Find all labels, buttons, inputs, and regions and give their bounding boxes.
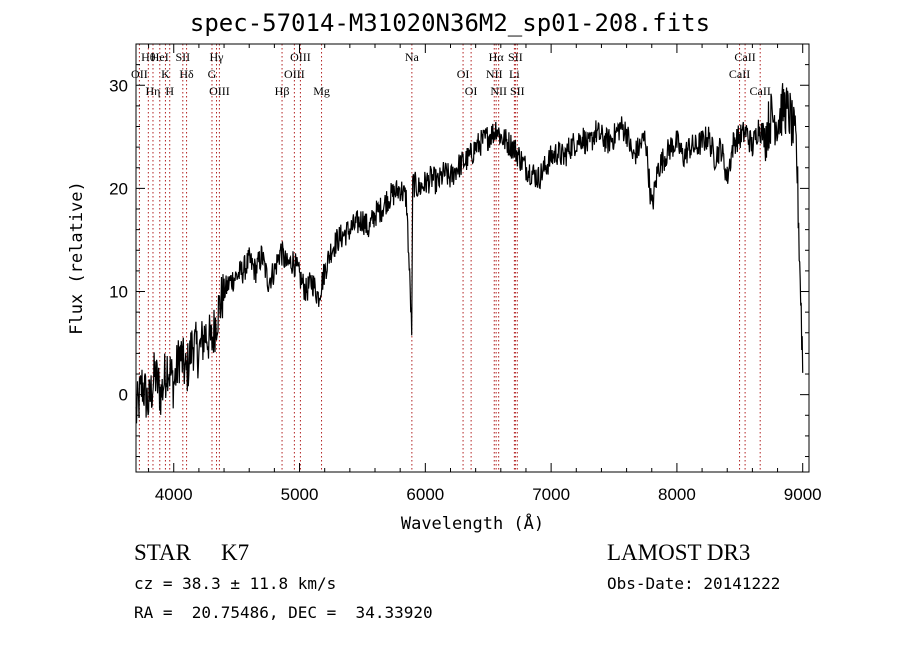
line-markers xyxy=(138,44,761,472)
line-marker-label: G xyxy=(208,67,217,81)
line-marker-label: NII xyxy=(490,84,507,98)
x-tick-label: 6000 xyxy=(406,485,444,504)
obs-date-value: 20141222 xyxy=(703,574,781,593)
line-marker-label: CaII xyxy=(734,50,755,64)
line-marker-label: OIII xyxy=(290,50,311,64)
line-marker-label: SII xyxy=(508,50,523,64)
observation-date: Obs-Date20141222 xyxy=(607,574,780,593)
x-tick-label: 9000 xyxy=(784,485,822,504)
line-marker-label: K xyxy=(161,67,170,81)
coordinates: RA = 20.75486, DEC = 34.33920 xyxy=(134,603,433,622)
line-marker-label: H xyxy=(165,84,174,98)
y-axis-ticks: 0 10 20 30 xyxy=(109,43,809,458)
line-marker-label: Li xyxy=(509,67,520,81)
line-marker-label: Hβ xyxy=(275,84,290,98)
line-marker-label: Hθ xyxy=(141,50,156,64)
y-axis-label: Flux (relative) xyxy=(67,181,87,335)
line-marker-label: CaII xyxy=(750,84,771,98)
survey-name: LAMOST DR3 xyxy=(607,540,751,565)
line-marker-label: Hα xyxy=(489,50,505,64)
classification: STAR K7 xyxy=(134,540,249,566)
line-marker-label: OIII xyxy=(209,84,230,98)
plot-frame xyxy=(135,43,810,473)
chart-title: spec-57014-M31020N36M2_sp01-208.fits xyxy=(189,9,711,37)
line-marker-label: Hγ xyxy=(210,50,225,64)
line-marker-label: Hη xyxy=(146,84,161,98)
line-marker-label: OI xyxy=(457,67,470,81)
y-tick-label: 30 xyxy=(109,76,128,95)
line-marker-label: Mg xyxy=(313,84,330,98)
redshift-velocity: cz = 38.3 ± 11.8 km/s xyxy=(134,574,337,593)
y-tick-label: 0 xyxy=(119,386,128,405)
line-marker-label: OII xyxy=(131,67,148,81)
y-tick-label: 20 xyxy=(109,179,128,198)
line-marker-label: SII xyxy=(175,50,190,64)
obs-date-label: Obs-Date xyxy=(607,574,703,593)
x-tick-label: 4000 xyxy=(155,485,193,504)
y-tick-label: 10 xyxy=(109,283,128,302)
line-marker-label: Na xyxy=(405,50,420,64)
line-marker-label: OIII xyxy=(284,67,305,81)
line-marker-labels: Hθ OII Hη HeI KH SII Hδ OIII Hγ G Hβ OIII OIII Mg Na OI… xyxy=(131,50,771,98)
x-axis-label: Wavelength (Å) xyxy=(401,512,544,534)
line-marker-label: NII xyxy=(486,67,503,81)
spectrum-series xyxy=(135,83,804,424)
x-tick-label: 7000 xyxy=(532,485,570,504)
line-marker-label: Hδ xyxy=(179,67,194,81)
object-class: STAR xyxy=(134,540,191,565)
line-marker-label: HeI xyxy=(151,50,169,64)
x-tick-label: 5000 xyxy=(281,485,319,504)
line-marker-label: OI xyxy=(465,84,478,98)
line-marker-label: CaII xyxy=(729,67,750,81)
line-marker-label: SII xyxy=(510,84,525,98)
x-axis-ticks: 4000 5000 6000 7000 8000 9000 xyxy=(148,44,822,504)
spectral-type: K7 xyxy=(220,540,250,565)
x-tick-label: 8000 xyxy=(658,485,696,504)
